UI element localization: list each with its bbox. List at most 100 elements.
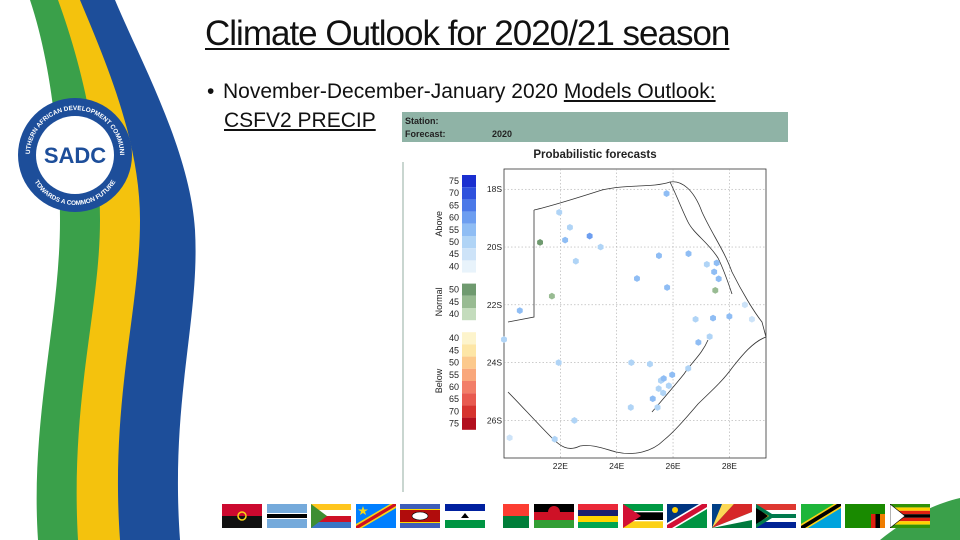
forecast-point-above <box>597 243 604 251</box>
flag-comoros <box>311 504 351 528</box>
flag-botswana <box>266 504 307 528</box>
legend-value-above-60: 60 <box>449 213 459 223</box>
legend-value-above-75: 75 <box>449 176 459 186</box>
forecast-year: 2020 <box>492 129 513 139</box>
legend-value-below-60: 60 <box>449 382 459 392</box>
river-limpopo <box>651 339 709 413</box>
forecast-point-above <box>669 371 676 379</box>
legend-swatch-below-65 <box>462 393 476 406</box>
forecast-point-above <box>663 190 670 197</box>
forecast-point-above <box>748 315 755 323</box>
legend-swatch-below-55 <box>462 368 476 381</box>
legend-value-below-55: 55 <box>449 370 459 380</box>
legend-swatch-below-50 <box>462 356 476 369</box>
forecast-label: Forecast: <box>405 129 446 139</box>
forecast-point-above <box>715 275 722 283</box>
legend-value-below-45: 45 <box>449 345 459 355</box>
legend-swatch-above-70 <box>462 187 476 200</box>
lat-tick-label: 18S <box>487 184 502 194</box>
flag-mozambique <box>622 504 663 528</box>
lat-tick-label: 26S <box>487 415 502 425</box>
legend-value-below-70: 70 <box>449 406 459 416</box>
forecast-point-above <box>516 307 523 315</box>
flag-eswatini <box>400 504 440 528</box>
lon-tick-label: 26E <box>665 461 680 471</box>
legend-label-below: Below <box>434 368 444 393</box>
map-axis-ticks: 18S 20S 22S 24S 26S 22E 24E 26E 28E <box>487 184 737 471</box>
forecast-point-above <box>711 268 718 276</box>
legend-value-above-70: 70 <box>449 188 459 198</box>
forecast-map-canvas: 75 70 65 60 55 50 45 40 Above 50 45 40 Normal 40 45 50 5… <box>402 162 767 492</box>
legend-value-above-65: 65 <box>449 200 459 210</box>
legend-label-normal: Normal <box>434 287 444 316</box>
flag-south-africa <box>756 504 796 528</box>
bullet-item: • November-December-January 2020 Models O… <box>207 77 847 135</box>
lon-tick-label: 22E <box>553 461 568 471</box>
legend-label-above: Above <box>434 211 444 237</box>
lat-tick-label: 20S <box>487 242 502 252</box>
forecast-point-above <box>685 250 692 258</box>
forecast-map-title: Probabilistic forecasts <box>533 149 657 161</box>
forecast-point-above <box>571 417 578 424</box>
legend-swatch-below-70 <box>462 405 476 418</box>
forecast-point-above <box>656 252 662 260</box>
legend-swatch-below-40 <box>462 332 476 345</box>
forecast-point-above <box>692 315 699 323</box>
forecast-point-above <box>665 382 672 390</box>
forecast-point-above <box>586 232 593 240</box>
forecast-point-above <box>646 360 653 368</box>
model-name-link[interactable]: CSFV2 PRECIP <box>224 109 376 132</box>
models-outlook-link[interactable]: Models Outlook: <box>563 80 716 103</box>
forecast-point-above <box>713 259 720 267</box>
bullet-text: November-December-January 2020 <box>223 80 564 103</box>
forecast-point-above <box>710 314 716 322</box>
legend-swatch-above-65 <box>462 199 476 212</box>
map-plot-area: 18S 20S 22S 24S 26S 22E 24E 26E 28E <box>487 168 767 471</box>
sadc-logo: SOUTHERN AFRICAN DEVELOPMENT COMMUNITY T… <box>16 96 132 212</box>
forecast-points <box>501 190 755 443</box>
legend-swatch-below-45 <box>462 344 476 357</box>
probability-legend: 75 70 65 60 55 50 45 40 Above 50 45 40 Normal 40 45 50 5… <box>434 175 476 430</box>
legend-swatch-above-45 <box>462 248 476 261</box>
legend-value-normal-40: 40 <box>449 309 459 319</box>
forecast-point-above <box>703 260 710 268</box>
legend-value-normal-50: 50 <box>449 285 459 295</box>
forecast-header-bar: Station: Forecast: 2020 <box>402 112 788 142</box>
legend-value-above-55: 55 <box>449 225 459 235</box>
flag-mauritius <box>578 504 618 528</box>
legend-swatch-normal-45 <box>462 295 476 308</box>
forecast-point-above <box>660 375 667 382</box>
flag-angola <box>222 504 262 528</box>
forecast-point-above <box>706 333 713 341</box>
logo-inner-disc <box>36 116 114 194</box>
bullet-dot: • <box>207 80 215 103</box>
lat-tick-label: 22S <box>487 300 502 310</box>
forecast-point-above <box>634 275 640 282</box>
legend-swatch-above-40 <box>462 260 476 273</box>
forecast-point-normal <box>537 239 543 246</box>
country-border-east-inner <box>669 181 733 295</box>
forecast-point-above <box>628 359 635 367</box>
flag-lesotho <box>444 504 485 528</box>
forecast-point-normal <box>712 286 719 294</box>
legend-swatch-below-60 <box>462 381 476 394</box>
flag-dr-congo <box>355 504 396 528</box>
country-border-south <box>579 336 767 454</box>
flag-tanzania <box>800 504 841 528</box>
forecast-point-above <box>506 434 513 442</box>
flag-malawi <box>533 504 574 528</box>
forecast-point-above <box>501 336 507 343</box>
legend-value-above-40: 40 <box>449 261 459 271</box>
forecast-point-above <box>741 301 748 309</box>
slide-title: Climate Outlook for 2020/21 season <box>205 14 730 53</box>
map-gridlines <box>504 169 766 458</box>
forecast-point-normal <box>548 292 555 300</box>
flag-madagascar <box>489 504 529 528</box>
forecast-map-figure: Station: Forecast: 2020 Probabilistic fo… <box>402 112 788 492</box>
forecast-point-above <box>566 223 573 231</box>
forecast-point-above <box>627 404 634 411</box>
country-border-north <box>533 181 767 338</box>
lon-tick-label: 28E <box>722 461 737 471</box>
forecast-point-above <box>664 284 671 291</box>
flag-zambia <box>845 504 885 528</box>
